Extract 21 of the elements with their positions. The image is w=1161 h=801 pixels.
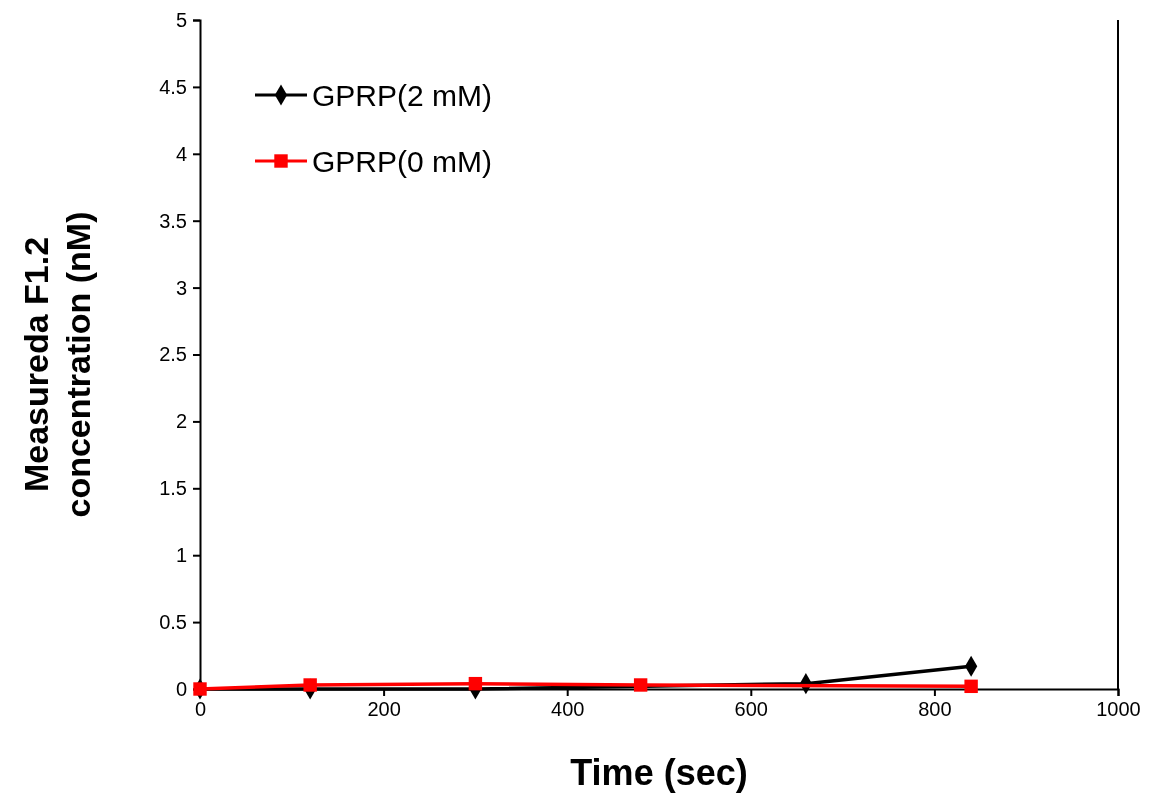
x-tick-label: 600 — [734, 698, 768, 721]
y-tick-label: 1 — [175, 544, 187, 567]
x-tick-label: 400 — [551, 698, 585, 721]
y-tick-label: 4 — [175, 142, 187, 165]
y-tick-label: 4.5 — [159, 75, 187, 98]
y-tick-label: 0 — [175, 677, 187, 700]
legend-label: GPRP(2 mM) — [312, 79, 492, 112]
x-axis-title: Time (sec) — [570, 752, 748, 793]
x-tick-label: 200 — [367, 698, 401, 721]
legend-label: GPRP(0 mM) — [312, 145, 492, 178]
x-tick-label: 0 — [194, 698, 207, 721]
y-tick-label: 3.5 — [159, 209, 187, 232]
y-tick-label: 1.5 — [159, 477, 187, 500]
y-tick-label: 3 — [175, 276, 187, 299]
y-tick-label: 5 — [175, 8, 187, 31]
x-tick-label: 1000 — [1096, 698, 1141, 721]
y-tick-label: 2 — [175, 410, 187, 433]
y-axis-title: Measureda F1.2 concentration (nM) — [17, 211, 97, 518]
y-tick-label: 2.5 — [159, 343, 187, 366]
y-tick-label: 0.5 — [159, 611, 187, 633]
x-tick-label: 800 — [918, 698, 952, 721]
